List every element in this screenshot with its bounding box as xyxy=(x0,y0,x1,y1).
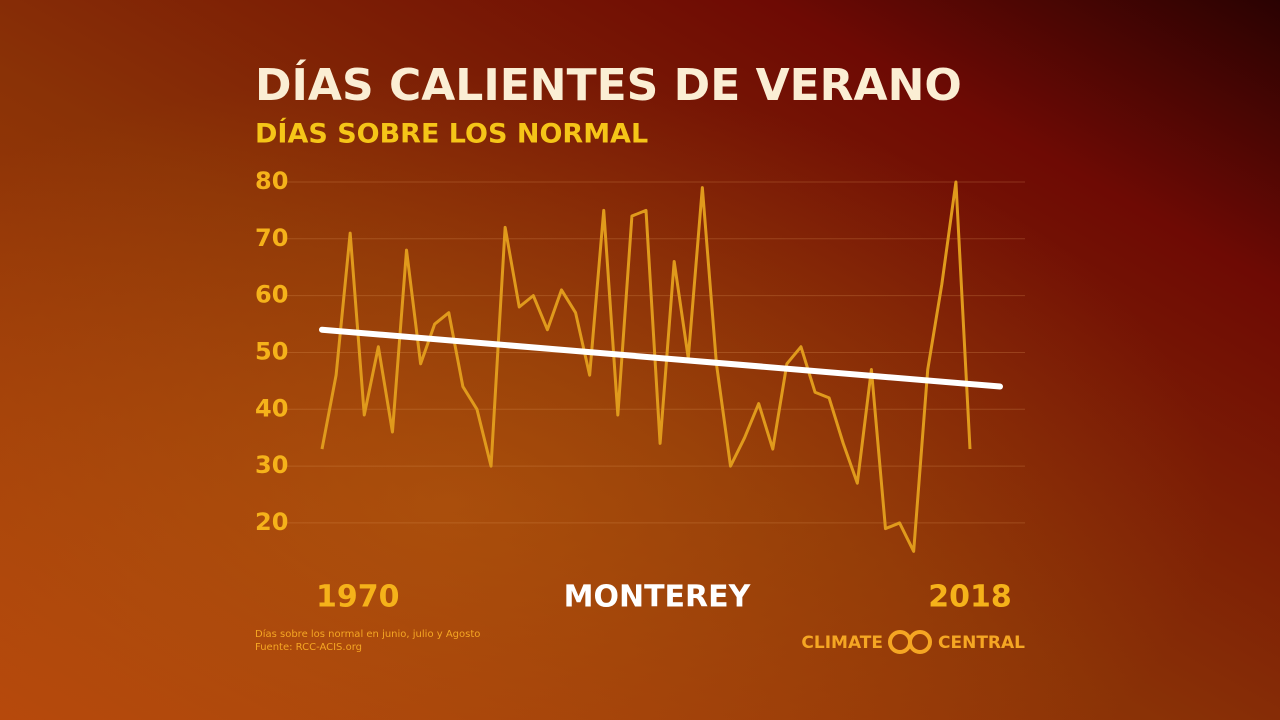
logo-icon xyxy=(888,630,932,654)
logo-text: CLIMATE xyxy=(801,633,883,653)
trend-line xyxy=(319,326,1003,390)
y-tick-label: 70 xyxy=(255,224,288,252)
note: Días sobre los normal en junio, julio y … xyxy=(255,628,480,640)
y-tick-label: 40 xyxy=(255,394,288,422)
y-tick-label: 30 xyxy=(255,451,288,479)
location-label: MONTEREY xyxy=(564,580,752,615)
x-tick-label: 1970 xyxy=(316,580,400,615)
chart-subtitle: DÍAS SOBRE LOS NORMAL xyxy=(255,118,648,150)
chart-title: DÍAS CALIENTES DE VERANO xyxy=(255,58,962,111)
y-tick-label: 80 xyxy=(255,167,288,195)
x-tick-label: 2018 xyxy=(928,580,1012,615)
y-tick-label: 60 xyxy=(255,281,288,309)
note: Fuente: RCC-ACIS.org xyxy=(255,642,362,653)
y-tick-label: 50 xyxy=(255,337,288,365)
y-tick-label: 20 xyxy=(255,508,288,536)
logo-text: CENTRAL xyxy=(938,633,1025,653)
